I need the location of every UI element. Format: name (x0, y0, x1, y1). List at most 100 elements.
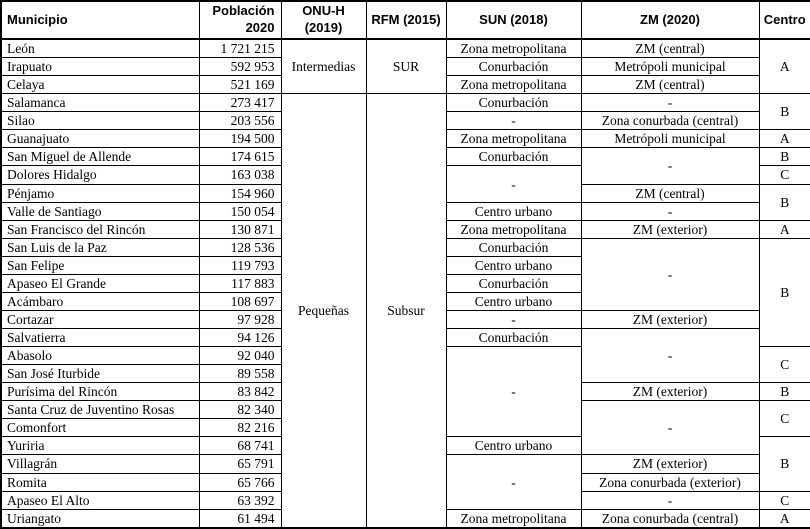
cell-sun: Conurbación (445, 147, 582, 167)
cell-centro: B (758, 93, 810, 131)
cell-centro: A (758, 129, 810, 149)
cell-zm: - (580, 237, 760, 311)
table-row: León 1 721 215 Intermedias SUR Zona metropol… (0, 38, 810, 95)
cell-sun: Conurbación (445, 57, 582, 77)
cell-zm: Zona conurbada (exterior) (580, 472, 760, 492)
table-row: San José Iturbide 89 558 (0, 364, 810, 384)
cell-zm: - (580, 400, 760, 456)
column-header-line: RFM (2015) (371, 11, 441, 27)
cell-municipio: Pénjamo (0, 183, 200, 203)
cell-centro: B (758, 147, 810, 167)
column-header-line: ONU-H (302, 3, 345, 19)
cell-centro: B (758, 237, 810, 348)
cell-poblacion: 61 494 (198, 508, 282, 529)
cell-municipio: Romita (0, 472, 200, 492)
cell-municipio: Salvatierra (0, 327, 200, 348)
table-row: Abasolo 92 040 - C (0, 346, 810, 438)
cell-poblacion: 89 558 (198, 364, 282, 384)
cell-municipio: Cortazar (0, 309, 200, 330)
header-row: Municipio Población 2020 ONU-H (2019) RFM (20… (0, 0, 810, 40)
cell-poblacion: 83 842 (198, 382, 282, 402)
cell-municipio: Celaya (0, 75, 200, 95)
table-row: Yuriria 68 741 Centro urbano B (0, 436, 810, 492)
cell-poblacion: 97 928 (198, 309, 282, 330)
cell-poblacion: 82 216 (198, 418, 282, 438)
table-body: León 1 721 215 Intermedias SUR Zona metropol… (0, 38, 810, 529)
cell-municipio: Dolores Hidalgo (0, 165, 200, 185)
column-header-line: Centro (763, 11, 806, 27)
cell-zm: - (580, 147, 760, 185)
column-header-onuh: ONU-H (2019) (280, 0, 367, 40)
cell-zm: - (580, 201, 760, 221)
cell-municipio: San Luis de la Paz (0, 237, 200, 257)
table-row: San Miguel de Allende 174 615 Conurbación -… (0, 147, 810, 185)
table-header: Municipio Población 2020 ONU-H (2019) RFM (20… (0, 0, 810, 40)
cell-poblacion: 65 791 (198, 454, 282, 474)
cell-zm: ZM (central) (580, 38, 760, 59)
table-row: San Felipe 119 793 Centro urbano (0, 255, 810, 275)
cell-zm: Metrópoli municipal (580, 129, 760, 149)
cell-centro: C (758, 490, 810, 510)
cell-sun: - (445, 309, 582, 330)
cell-municipio: Salamanca (0, 93, 200, 113)
cell-rfm: Subsur (365, 93, 447, 529)
cell-municipio: Villagrán (0, 454, 200, 474)
table-row: Cortazar 97 928 - ZM (exterior) (0, 309, 810, 330)
table-row: Acámbaro 108 697 Centro urbano (0, 291, 810, 311)
table-row: Salvatierra 94 126 Conurbación - (0, 327, 810, 384)
column-header-centro: Centro (758, 0, 810, 40)
cell-poblacion: 273 417 (198, 93, 282, 113)
cell-zm: Metrópoli municipal (580, 57, 760, 77)
cell-poblacion: 92 040 (198, 346, 282, 366)
cell-centro: C (758, 165, 810, 185)
column-header-line: ZM (2020) (640, 11, 700, 27)
cell-rfm: SUR (365, 38, 447, 95)
cell-zm: Zona conurbada (central) (580, 111, 760, 131)
cell-zm: ZM (exterior) (580, 454, 760, 474)
table-row: Salamanca 273 417 Pequeñas Subsur Conurbació… (0, 93, 810, 529)
cell-centro: A (758, 38, 810, 95)
cell-onuh: Intermedias (280, 38, 367, 95)
column-header-line: SUN (2018) (479, 11, 548, 27)
cell-poblacion: 117 883 (198, 273, 282, 293)
cell-onuh: Pequeñas (280, 93, 367, 529)
table-row: Apaseo El Alto 63 392 - C (0, 490, 810, 510)
cell-municipio: Santa Cruz de Juventino Rosas (0, 400, 200, 420)
cell-poblacion: 68 741 (198, 436, 282, 456)
cell-poblacion: 128 536 (198, 237, 282, 257)
cell-poblacion: 150 054 (198, 201, 282, 221)
table-row: Silao 203 556 - Zona conurbada (central) (0, 111, 810, 131)
cell-sun: Zona metropolitana (445, 75, 582, 95)
cell-municipio: San Francisco del Rincón (0, 219, 200, 239)
cell-municipio: Guanajuato (0, 129, 200, 149)
cell-centro: B (758, 436, 810, 492)
cell-sun: Zona metropolitana (445, 508, 582, 529)
cell-poblacion: 592 953 (198, 57, 282, 77)
cell-poblacion: 174 615 (198, 147, 282, 167)
cell-municipio: Silao (0, 111, 200, 131)
column-header-line: Población (212, 3, 275, 19)
cell-poblacion: 82 340 (198, 400, 282, 420)
cell-centro: A (758, 508, 810, 529)
cell-zm: - (580, 327, 760, 384)
cell-zm: ZM (central) (580, 75, 760, 95)
cell-zm: ZM (exterior) (580, 219, 760, 239)
cell-municipio: San Felipe (0, 255, 200, 275)
cell-poblacion: 521 169 (198, 75, 282, 95)
table-row: Uriangato 61 494 Zona metropolitana Zona co… (0, 508, 810, 529)
column-header-rfm: RFM (2015) (365, 0, 447, 40)
cell-sun: Conurbación (445, 327, 582, 348)
cell-poblacion: 154 960 (198, 183, 282, 203)
column-header-municipio: Municipio (0, 0, 200, 40)
cell-centro: A (758, 219, 810, 239)
cell-poblacion: 108 697 (198, 291, 282, 311)
cell-municipio: Yuriria (0, 436, 200, 456)
cell-sun: Centro urbano (445, 291, 582, 311)
cell-sun: Zona metropolitana (445, 38, 582, 59)
cell-centro: C (758, 400, 810, 438)
table-row: Dolores Hidalgo 163 038 - C (0, 165, 810, 203)
cell-poblacion: 65 766 (198, 472, 282, 492)
cell-sun: Centro urbano (445, 436, 582, 456)
cell-zm: ZM (exterior) (580, 382, 760, 402)
cell-zm: ZM (exterior) (580, 309, 760, 330)
